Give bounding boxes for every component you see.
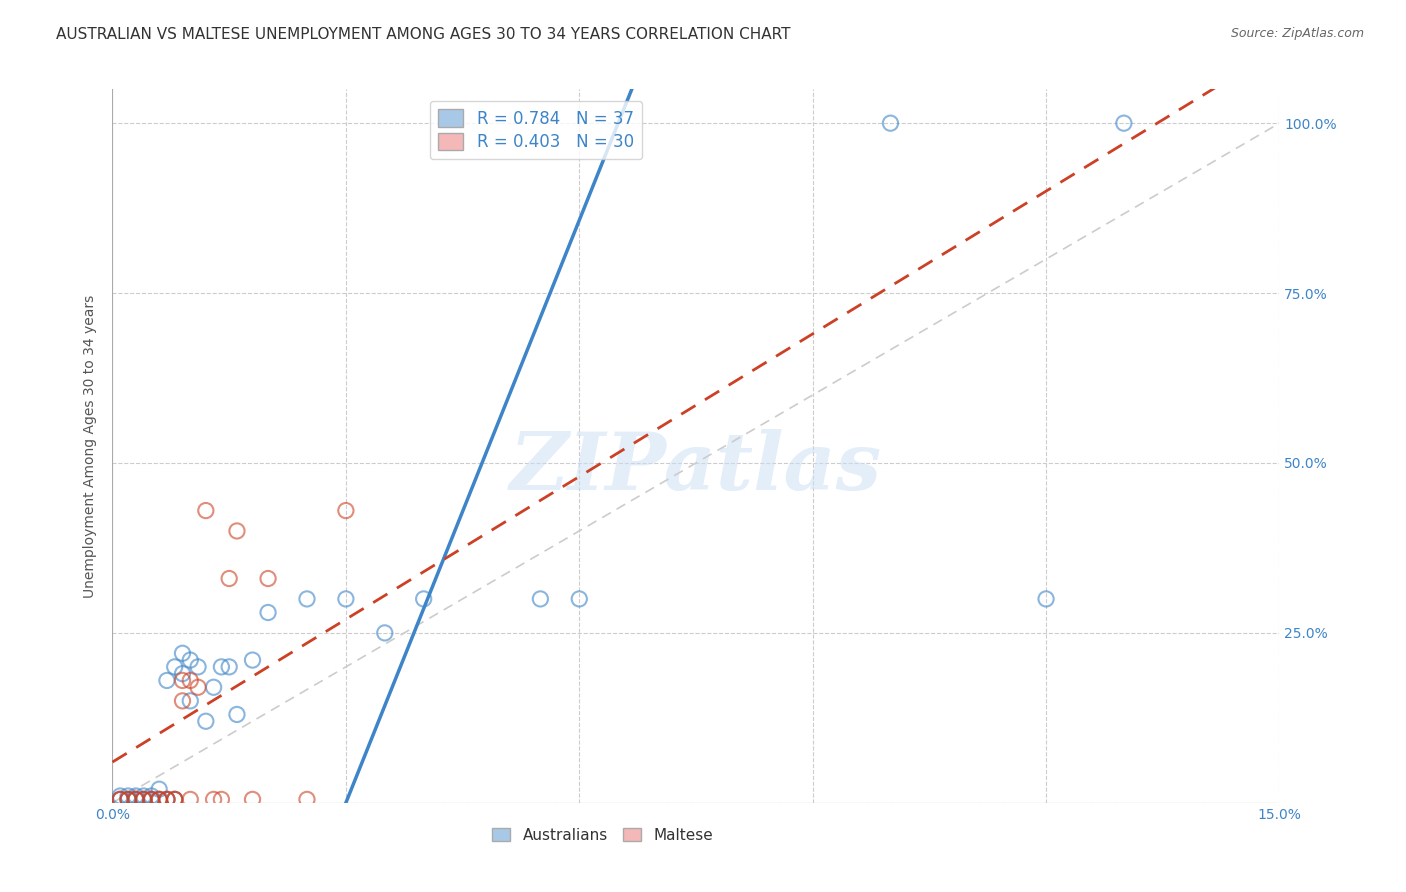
Point (172, 673, 194, 688)
Point (202, 792, 225, 806)
Point (163, 660, 186, 674)
Point (879, 116, 901, 130)
Point (110, 792, 132, 806)
Point (125, 792, 148, 806)
Point (117, 792, 139, 806)
Point (156, 673, 179, 688)
Point (141, 792, 163, 806)
Point (156, 792, 179, 806)
Point (257, 606, 280, 620)
Text: Source: ZipAtlas.com: Source: ZipAtlas.com (1230, 27, 1364, 40)
Point (132, 792, 155, 806)
Point (226, 707, 249, 722)
Point (412, 591, 434, 606)
Point (132, 789, 155, 803)
Point (110, 789, 132, 803)
Point (295, 591, 318, 606)
Point (242, 653, 264, 667)
Text: AUSTRALIAN VS MALTESE UNEMPLOYMENT AMONG AGES 30 TO 34 YEARS CORRELATION CHART: AUSTRALIAN VS MALTESE UNEMPLOYMENT AMONG… (56, 27, 790, 42)
Point (172, 666, 194, 681)
Point (242, 792, 264, 806)
Y-axis label: Unemployment Among Ages 30 to 34 years: Unemployment Among Ages 30 to 34 years (83, 294, 97, 598)
Point (125, 792, 148, 806)
Point (172, 646, 194, 660)
Point (1035, 591, 1057, 606)
Point (179, 694, 201, 708)
Text: ZIPatlas: ZIPatlas (510, 429, 882, 506)
Point (568, 591, 591, 606)
Point (179, 673, 201, 688)
Point (218, 660, 240, 674)
Point (148, 792, 170, 806)
Point (172, 694, 194, 708)
Point (529, 591, 551, 606)
Point (163, 792, 186, 806)
Point (335, 503, 357, 517)
Point (117, 792, 139, 806)
Point (117, 792, 139, 806)
Point (194, 503, 217, 517)
Point (156, 792, 179, 806)
Point (156, 792, 179, 806)
Point (226, 524, 249, 538)
Point (148, 782, 170, 797)
Point (132, 792, 155, 806)
Point (110, 792, 132, 806)
Point (209, 660, 232, 674)
Point (218, 572, 240, 586)
Point (117, 789, 139, 803)
Point (1112, 116, 1135, 130)
Point (141, 792, 163, 806)
Point (163, 792, 186, 806)
Point (202, 680, 225, 694)
Point (335, 591, 357, 606)
Point (110, 792, 132, 806)
Point (257, 572, 280, 586)
Point (148, 792, 170, 806)
Point (194, 714, 217, 729)
Point (125, 789, 148, 803)
Point (125, 792, 148, 806)
Point (187, 680, 209, 694)
Point (163, 792, 186, 806)
Point (179, 792, 201, 806)
Legend: Australians, Maltese: Australians, Maltese (486, 822, 720, 848)
Point (295, 792, 318, 806)
Point (132, 792, 155, 806)
Point (374, 626, 396, 640)
Point (179, 653, 201, 667)
Point (187, 660, 209, 674)
Point (141, 789, 163, 803)
Point (209, 792, 232, 806)
Point (141, 792, 163, 806)
Point (148, 792, 170, 806)
